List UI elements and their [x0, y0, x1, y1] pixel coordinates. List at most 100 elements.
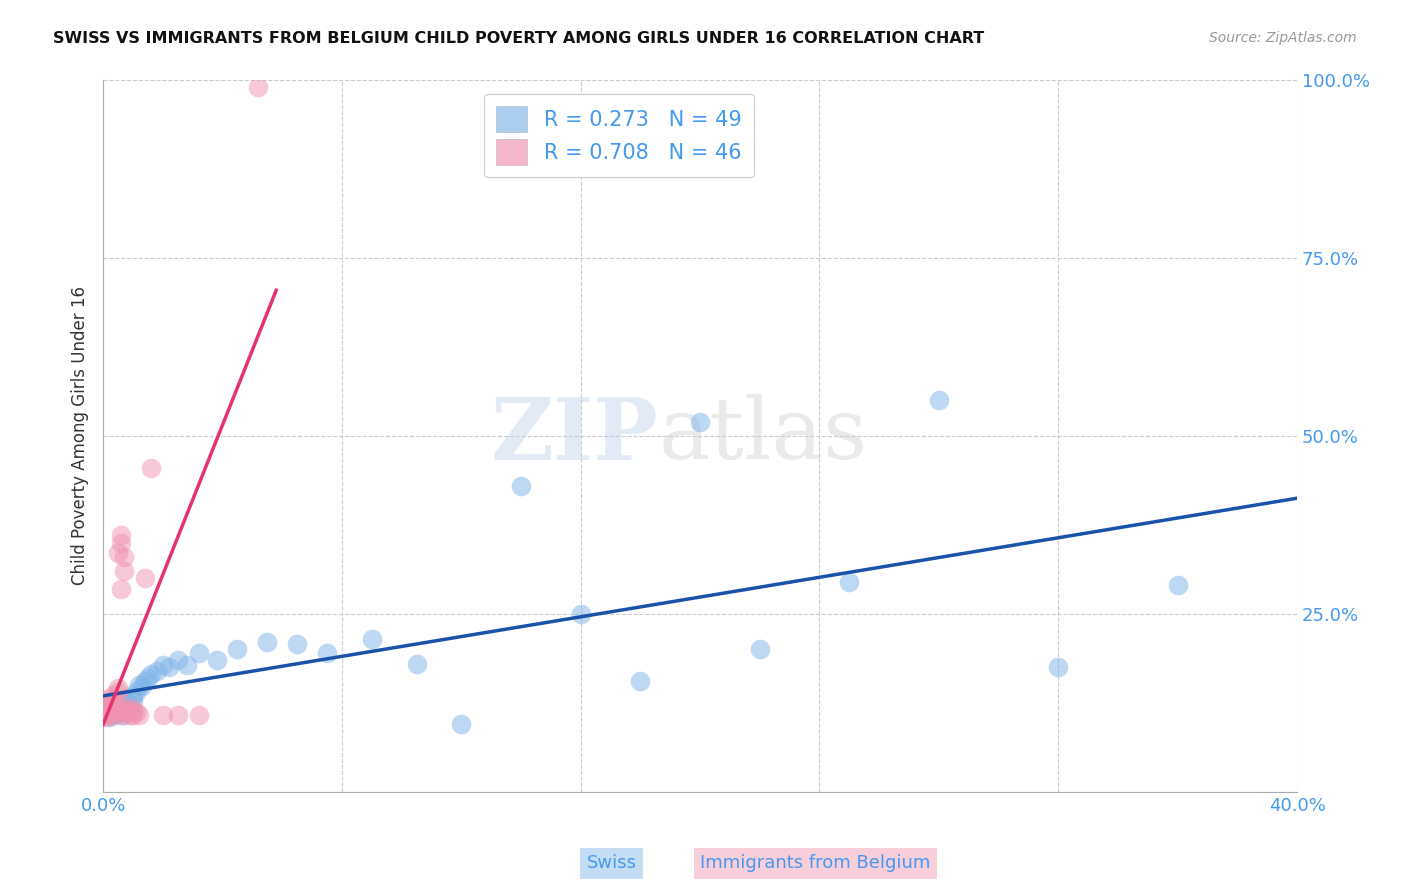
- Point: [107, 546, 129, 560]
- Point: [176, 658, 198, 673]
- Point: [98, 706, 121, 721]
- Point: [104, 707, 127, 722]
- Point: [157, 660, 180, 674]
- Point: [94, 707, 117, 722]
- Point: [187, 646, 209, 660]
- Point: [110, 528, 132, 542]
- Point: [125, 705, 148, 719]
- Point: [510, 478, 533, 492]
- Point: [104, 700, 127, 714]
- Point: [247, 80, 270, 95]
- Text: Swiss: Swiss: [586, 855, 637, 872]
- Point: [104, 706, 127, 721]
- Point: [94, 700, 117, 714]
- Point: [187, 707, 209, 722]
- Point: [98, 707, 121, 722]
- Point: [107, 700, 129, 714]
- Point: [112, 549, 135, 564]
- Point: [1047, 660, 1070, 674]
- Point: [128, 678, 150, 692]
- Point: [115, 705, 138, 719]
- Point: [125, 685, 148, 699]
- Point: [118, 700, 141, 714]
- Point: [122, 703, 145, 717]
- Point: [104, 692, 127, 706]
- Point: [285, 637, 308, 651]
- Point: [146, 664, 169, 678]
- Text: SWISS VS IMMIGRANTS FROM BELGIUM CHILD POVERTY AMONG GIRLS UNDER 16 CORRELATION : SWISS VS IMMIGRANTS FROM BELGIUM CHILD P…: [53, 31, 984, 46]
- Point: [405, 657, 427, 671]
- Point: [360, 632, 382, 646]
- Y-axis label: Child Poverty Among Girls Under 16: Child Poverty Among Girls Under 16: [72, 286, 89, 585]
- Point: [94, 703, 117, 717]
- Point: [928, 393, 950, 408]
- Point: [115, 703, 138, 717]
- Point: [104, 703, 127, 717]
- Point: [256, 635, 278, 649]
- Point: [101, 698, 124, 712]
- Point: [316, 646, 339, 660]
- Point: [115, 696, 138, 710]
- Point: [101, 703, 124, 717]
- Point: [98, 710, 121, 724]
- Point: [134, 674, 156, 689]
- Point: [107, 685, 129, 699]
- Point: [1167, 578, 1189, 592]
- Legend: R = 0.273   N = 49, R = 0.708   N = 46: R = 0.273 N = 49, R = 0.708 N = 46: [484, 94, 755, 178]
- Point: [98, 700, 121, 714]
- Point: [98, 703, 121, 717]
- Point: [628, 674, 651, 689]
- Point: [118, 707, 141, 722]
- Point: [152, 707, 174, 722]
- Text: Immigrants from Belgium: Immigrants from Belgium: [700, 855, 931, 872]
- Point: [689, 415, 711, 429]
- Point: [115, 705, 138, 719]
- Point: [107, 696, 129, 710]
- Point: [110, 535, 132, 549]
- Point: [110, 707, 132, 722]
- Point: [112, 703, 135, 717]
- Point: [139, 667, 162, 681]
- Point: [569, 607, 592, 621]
- Point: [122, 707, 145, 722]
- Point: [94, 706, 117, 721]
- Point: [94, 710, 117, 724]
- Point: [101, 700, 124, 714]
- Point: [205, 653, 228, 667]
- Point: [101, 689, 124, 703]
- Point: [152, 658, 174, 673]
- Point: [94, 703, 117, 717]
- Point: [110, 699, 132, 714]
- Point: [166, 653, 188, 667]
- Point: [118, 700, 141, 714]
- Text: Source: ZipAtlas.com: Source: ZipAtlas.com: [1209, 31, 1357, 45]
- Point: [101, 707, 124, 722]
- Point: [98, 692, 121, 706]
- Point: [139, 461, 162, 475]
- Point: [98, 696, 121, 710]
- Point: [122, 693, 145, 707]
- Point: [131, 679, 153, 693]
- Point: [838, 574, 860, 589]
- Point: [107, 705, 129, 719]
- Point: [122, 689, 145, 703]
- Point: [110, 582, 132, 596]
- Point: [226, 642, 249, 657]
- Point: [134, 571, 156, 585]
- Point: [107, 681, 129, 696]
- Point: [107, 705, 129, 719]
- Point: [136, 671, 159, 685]
- Point: [101, 705, 124, 719]
- Point: [112, 707, 135, 722]
- Point: [166, 707, 188, 722]
- Point: [450, 717, 472, 731]
- Point: [101, 693, 124, 707]
- Point: [98, 699, 121, 714]
- Point: [94, 696, 117, 710]
- Point: [101, 699, 124, 714]
- Text: atlas: atlas: [658, 394, 868, 477]
- Point: [112, 564, 135, 578]
- Point: [112, 692, 135, 706]
- Point: [748, 642, 770, 657]
- Text: ZIP: ZIP: [491, 394, 658, 478]
